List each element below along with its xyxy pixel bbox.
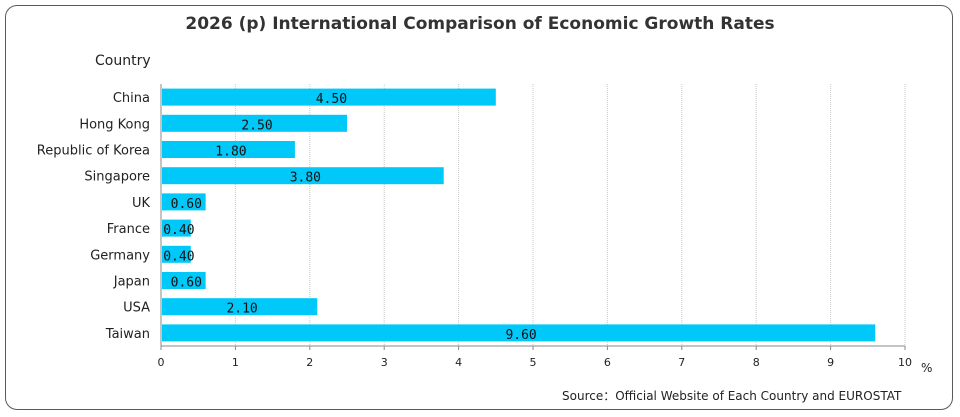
data-label: 9.60 bbox=[505, 328, 536, 343]
bar bbox=[162, 298, 318, 316]
data-label: 1.80 bbox=[215, 145, 246, 160]
category-label: Japan bbox=[113, 275, 150, 290]
x-tick-label: 6 bbox=[604, 356, 611, 369]
x-axis-unit: % bbox=[921, 361, 933, 375]
x-tick-label: 5 bbox=[530, 356, 537, 369]
category-label: Taiwan bbox=[105, 327, 150, 342]
bar bbox=[162, 324, 876, 342]
data-label: 0.40 bbox=[163, 249, 194, 264]
y-axis-label: Country bbox=[95, 53, 151, 69]
data-label: 0.40 bbox=[163, 223, 194, 238]
bar bbox=[162, 167, 444, 185]
category-label: Republic of Korea bbox=[37, 144, 150, 159]
category-label: Germany bbox=[90, 248, 150, 263]
x-tick-label: 2 bbox=[306, 356, 313, 369]
x-tick-label: 9 bbox=[827, 356, 834, 369]
source-note: Source：Official Website of Each Country … bbox=[562, 389, 902, 403]
x-tick-label: 7 bbox=[678, 356, 685, 369]
x-tick-label: 0 bbox=[158, 356, 165, 369]
data-label: 0.60 bbox=[171, 197, 202, 212]
category-label: China bbox=[113, 91, 150, 106]
bar bbox=[162, 219, 191, 237]
category-label: UK bbox=[132, 196, 151, 211]
bar bbox=[162, 141, 295, 158]
bar bbox=[162, 245, 191, 263]
bar bbox=[162, 272, 206, 289]
x-tick-label: 1 bbox=[232, 356, 239, 369]
x-tick-label: 10 bbox=[898, 356, 912, 369]
x-tick-label: 3 bbox=[381, 356, 388, 369]
bar bbox=[162, 88, 496, 106]
category-label: Singapore bbox=[84, 170, 150, 185]
bar bbox=[162, 193, 206, 211]
category-label: USA bbox=[123, 301, 150, 316]
chart-title: 2026 (p) International Comparison of Eco… bbox=[185, 14, 775, 34]
x-tick-label: 8 bbox=[753, 356, 760, 369]
category-label: France bbox=[107, 222, 150, 237]
data-label: 4.50 bbox=[316, 92, 347, 107]
x-tick-label: 4 bbox=[455, 356, 462, 369]
bar bbox=[162, 114, 347, 132]
data-label: 0.60 bbox=[171, 276, 202, 291]
category-label: Hong Kong bbox=[79, 117, 150, 132]
data-label: 2.10 bbox=[226, 302, 257, 317]
data-label: 3.80 bbox=[290, 171, 321, 186]
data-label: 2.50 bbox=[241, 118, 272, 133]
